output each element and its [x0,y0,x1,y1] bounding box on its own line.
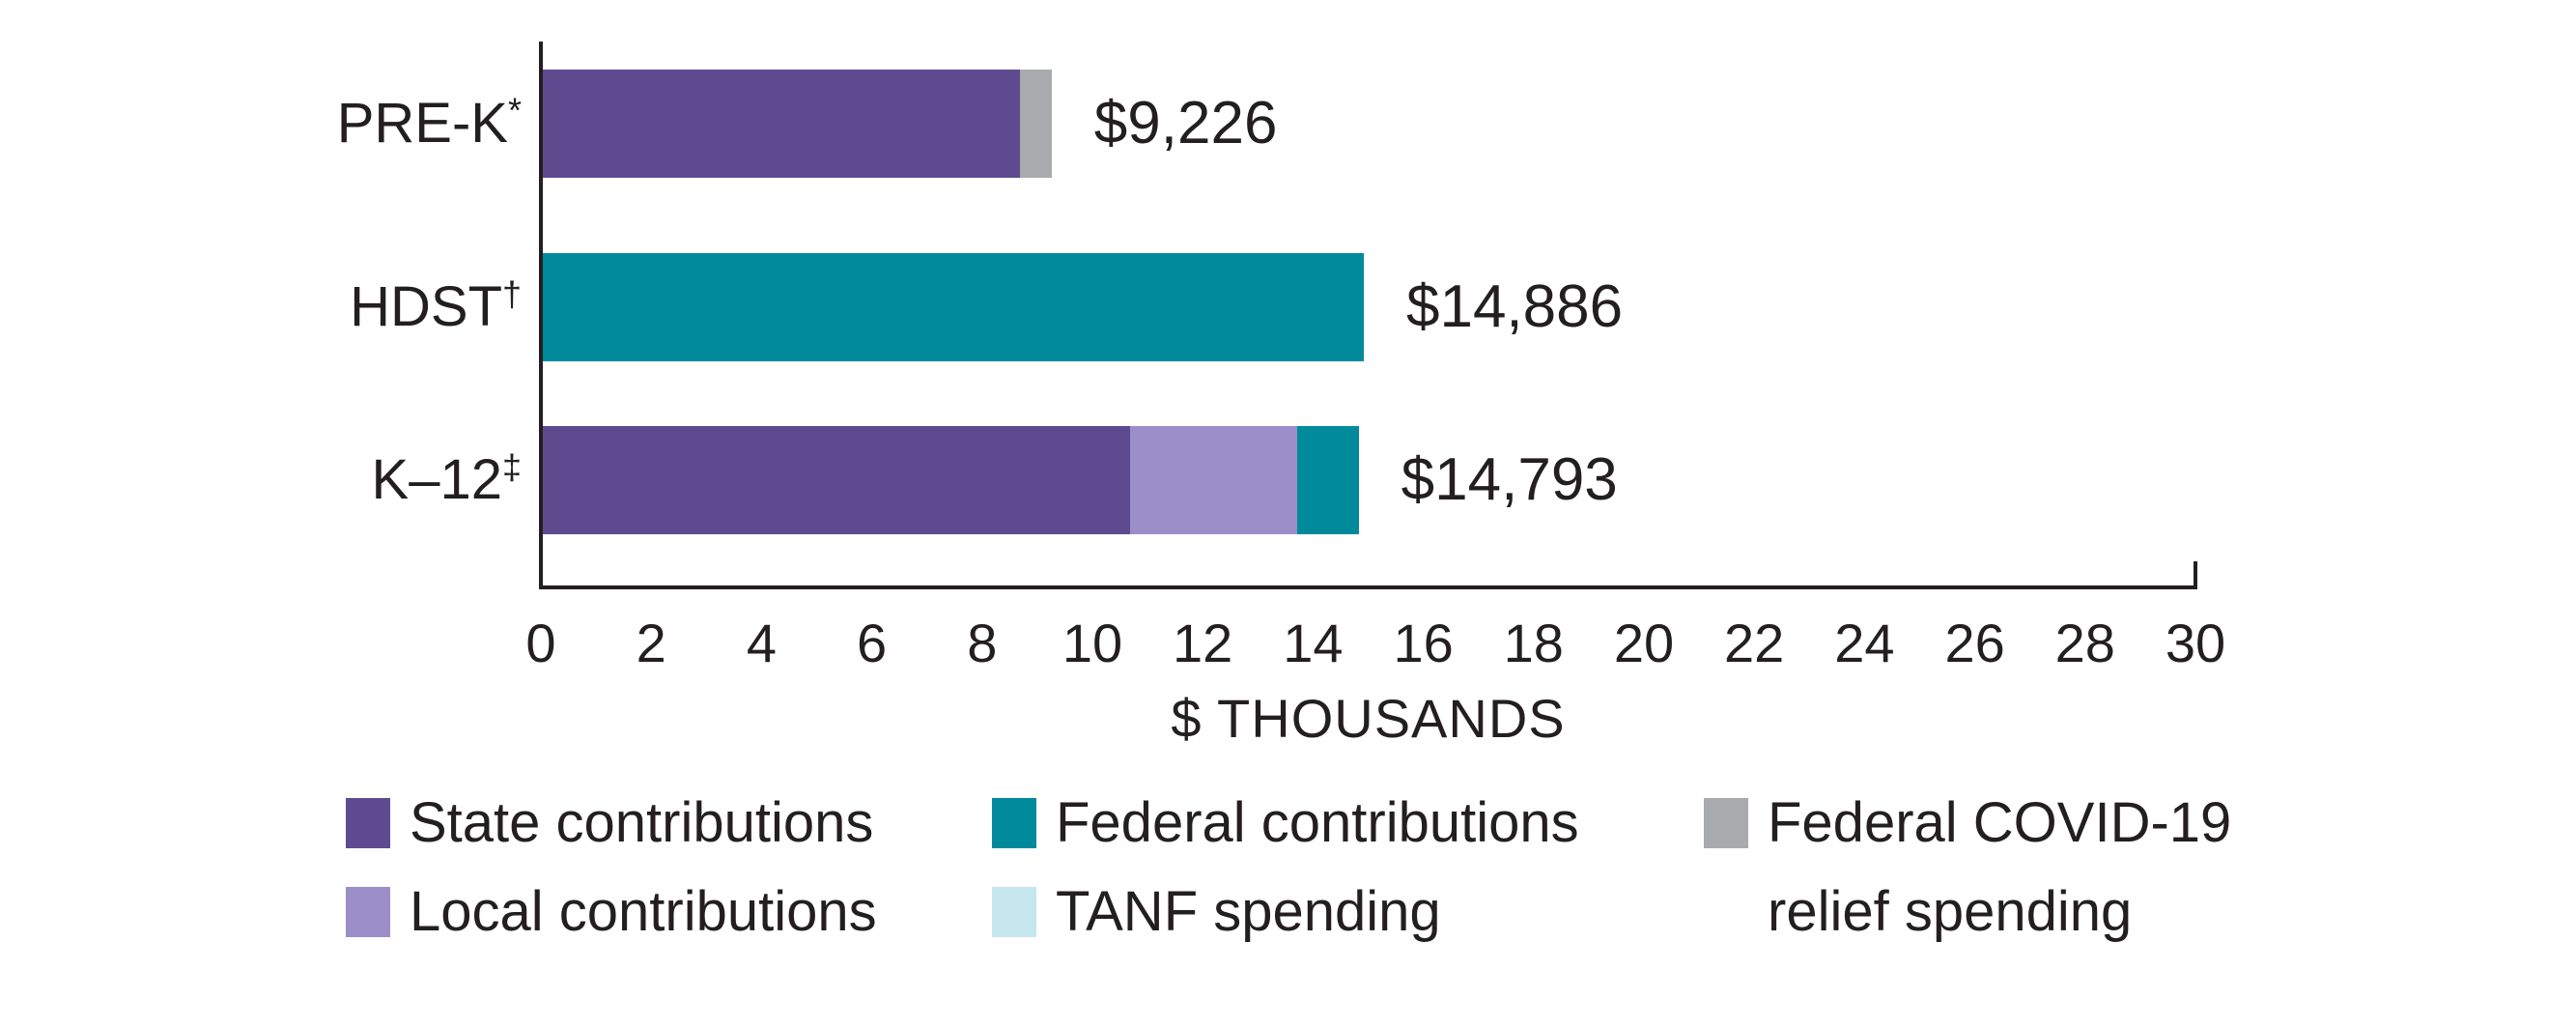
category-label-footnote-mark: ‡ [502,446,522,487]
category-label-k12: K–12‡ [372,449,522,508]
x-tick-26: 26 [1944,613,2005,673]
x-axis-line [539,585,2197,589]
value-label-prek: $9,226 [1093,90,1278,157]
category-label-footnote-mark: † [502,273,522,314]
legend-swatch-tanf [992,887,1036,937]
category-label-hdst: HDST† [350,276,522,335]
bar-hdst [543,253,1364,361]
x-tick-10: 10 [1062,613,1123,673]
y-axis-line [539,42,543,589]
x-tick-30: 30 [2165,613,2226,673]
legend-item-local: Local contributions [346,868,877,956]
legend-column-3: Federal COVID-19 relief spending [1704,779,2231,956]
bar-segment-state [543,70,1020,178]
bar-segment-federal [543,253,1364,361]
x-tick-8: 8 [967,613,998,673]
x-tick-18: 18 [1503,613,1564,673]
bar-segment-local [1130,426,1297,534]
x-tick-12: 12 [1173,613,1233,673]
x-axis-title: $ THOUSANDS [1171,688,1566,749]
x-tick-4: 4 [746,613,777,673]
legend-column-2: Federal contributions TANF spending [992,779,1579,956]
bar-segment-state [543,426,1131,534]
legend-item-tanf: TANF spending [992,868,1579,956]
legend-item-covid: Federal COVID-19 relief spending [1704,779,2231,956]
x-axis-end-tick [2194,561,2197,589]
x-tick-0: 0 [525,613,556,673]
x-tick-20: 20 [1613,613,1675,673]
x-tick-6: 6 [857,613,888,673]
bar-segment-federal [1296,426,1359,534]
legend-swatch-state [346,798,390,848]
x-tick-24: 24 [1834,613,1895,673]
value-label-hdst: $14,886 [1405,273,1624,340]
legend-label-covid: Federal COVID-19 relief spending [1768,791,2232,943]
category-label-text: PRE-K [336,92,508,155]
x-tick-28: 28 [2054,613,2115,673]
legend-column-1: State contributions Local contributions [346,779,877,956]
category-label-footnote-mark: * [508,90,522,130]
legend-label-federal: Federal contributions [1056,791,1579,854]
bar-segment-covid [1019,70,1052,178]
legend-swatch-federal [992,798,1036,848]
value-label-k12: $14,793 [1401,446,1618,513]
legend-swatch-covid [1704,798,1748,848]
legend-label-state: State contributions [410,791,874,854]
x-tick-22: 22 [1724,613,1785,673]
legend-swatch-local [346,887,390,937]
legend-label-tanf: TANF spending [1056,880,1441,943]
legend-item-state: State contributions [346,779,877,868]
category-label-text: HDST [350,275,502,338]
category-label-text: K–12 [371,448,502,511]
legend-item-federal: Federal contributions [992,779,1579,868]
bar-prek [543,70,1052,178]
x-tick-2: 2 [636,613,666,673]
x-tick-16: 16 [1393,613,1454,673]
category-label-prek: PRE-K* [337,93,522,152]
bar-k12 [543,426,1359,534]
legend-label-local: Local contributions [410,880,877,943]
x-tick-14: 14 [1283,613,1344,673]
